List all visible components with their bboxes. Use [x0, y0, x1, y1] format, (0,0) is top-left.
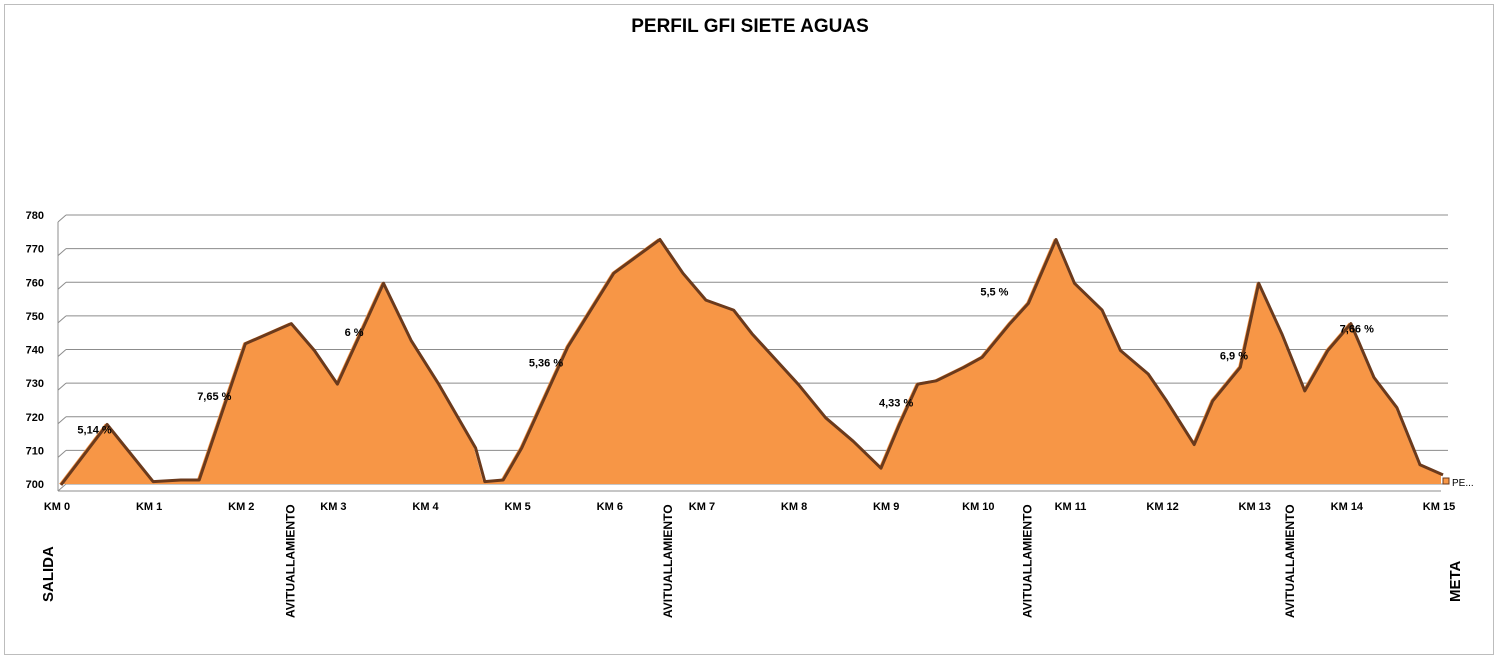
legend-label: PE...: [1452, 478, 1474, 489]
gridline-diagonal: [57, 416, 67, 425]
gridline-diagonal: [57, 281, 67, 290]
x-axis-ticks: KM 0 KM 1 KM 2 KM 3 KM 4 KM 5 KM 6 KM 7 KM 8 KM 9…: [44, 501, 1455, 513]
gridline-diagonal: [57, 449, 67, 458]
grade-label: 5,14 %: [77, 425, 111, 437]
start-label: SALIDA: [40, 546, 57, 602]
y-tick-label: 700: [26, 479, 44, 491]
gridline-diagonal: [57, 382, 67, 391]
x-tick-label: KM 14: [1331, 501, 1364, 513]
y-axis-ticks: 700 710 720 730 740 750 760 770 780: [26, 210, 44, 491]
y-tick-label: 750: [26, 311, 44, 323]
y-tick-label: 760: [26, 277, 44, 289]
grade-label: 7,66 %: [1340, 324, 1374, 336]
y-tick-label: 780: [26, 210, 44, 222]
course-annotations: SALIDA AVITUALLAMIENTO AVITUALLAMIENTO AVIT…: [40, 504, 1464, 618]
chart-title: PERFIL GFI SIETE AGUAS: [631, 16, 869, 37]
grade-label: 5,5 %: [980, 287, 1008, 299]
x-tick-label: KM 5: [505, 501, 531, 513]
x-tick-label: KM 13: [1239, 501, 1271, 513]
elevation-area: [59, 238, 1441, 484]
gridline-diagonal: [57, 483, 67, 492]
x-tick-label: KM 10: [962, 501, 994, 513]
x-tick-label: KM 6: [597, 501, 623, 513]
legend-swatch: [1442, 477, 1450, 485]
x-tick-label: KM 4: [412, 501, 439, 513]
legend: PE...: [1442, 477, 1474, 489]
grade-labels: 5,14 % 7,65 % 6 % 5,36 % 4,33 % 5,5 % 6,9 % 7,6…: [77, 287, 1374, 437]
grade-label: 6 %: [345, 327, 364, 339]
x-tick-label: KM 2: [228, 501, 254, 513]
gridline-diagonal: [57, 315, 67, 324]
x-tick-label: KM 0: [44, 501, 70, 513]
y-tick-label: 730: [26, 378, 44, 390]
x-tick-label: KM 12: [1146, 501, 1178, 513]
x-tick-label: KM 15: [1423, 501, 1455, 513]
gridline-diagonal: [57, 248, 67, 257]
finish-label: META: [1447, 560, 1464, 602]
chart-frame: [4, 4, 1494, 655]
gridline-diagonal: [57, 349, 67, 357]
gridline-diagonal: [57, 214, 67, 223]
y-tick-label: 710: [26, 445, 44, 457]
x-tick-label: KM 1: [136, 501, 162, 513]
x-tick-label: KM 8: [781, 501, 807, 513]
x-tick-label: KM 7: [689, 501, 715, 513]
grade-label: 5,36 %: [529, 357, 563, 369]
x-tick-label: KM 9: [873, 501, 899, 513]
grade-label: 4,33 %: [879, 398, 913, 410]
aid-station-label: AVITUALLAMIENTO: [283, 504, 297, 618]
x-tick-label: KM 11: [1055, 501, 1087, 513]
aid-station-label: AVITUALLAMIENTO: [661, 504, 675, 618]
y-tick-label: 770: [26, 244, 44, 256]
x-tick-label: KM 3: [320, 501, 346, 513]
grade-label: 7,65 %: [197, 391, 231, 403]
y-tick-label: 720: [26, 412, 44, 424]
series-area: [59, 238, 1444, 486]
aid-station-label: AVITUALLAMIENTO: [1020, 504, 1034, 618]
aid-station-label: AVITUALLAMIENTO: [1283, 504, 1297, 618]
y-tick-label: 740: [26, 345, 44, 357]
elevation-line: [59, 238, 1444, 486]
grade-label: 6,9 %: [1220, 351, 1248, 363]
